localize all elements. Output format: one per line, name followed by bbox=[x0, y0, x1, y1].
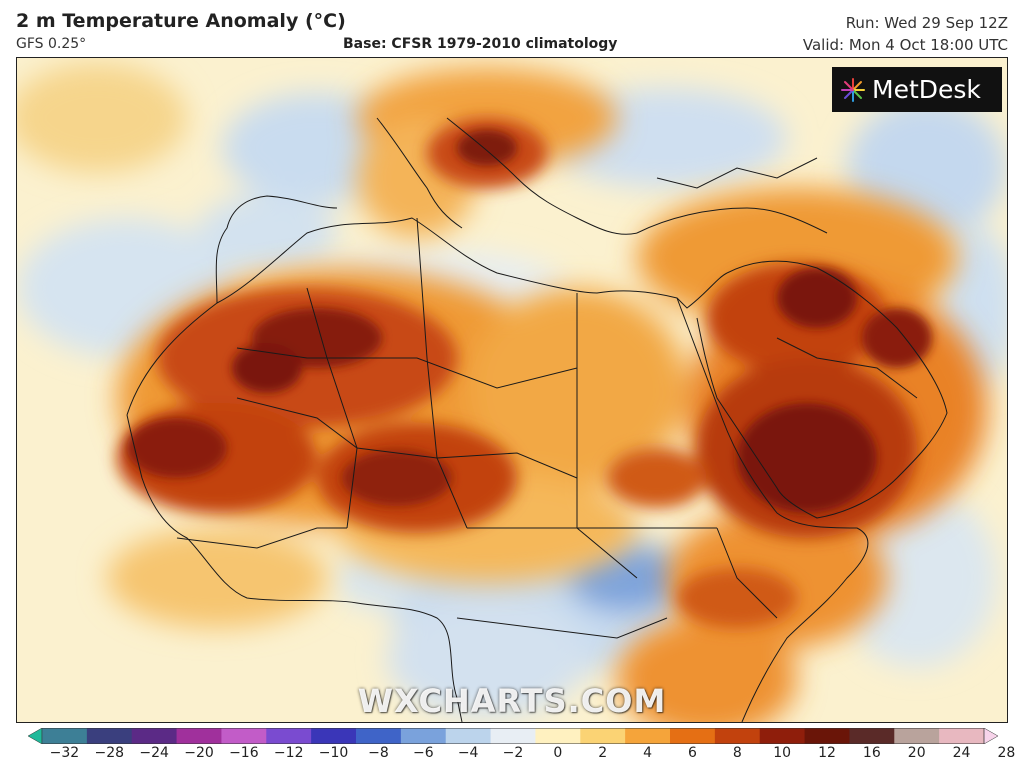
colorbar-tick-label: −8 bbox=[368, 745, 389, 761]
colorbar-tick-label: 28 bbox=[997, 745, 1016, 761]
climatology-base-label: Base: CFSR 1979-2010 climatology bbox=[343, 36, 618, 52]
model-label: GFS 0.25° bbox=[16, 36, 87, 52]
run-time-label: Run: Wed 29 Sep 12Z bbox=[845, 14, 1008, 32]
colorbar-left-arrow bbox=[28, 728, 43, 744]
colorbar bbox=[28, 728, 998, 744]
valid-time-label: Valid: Mon 4 Oct 18:00 UTC bbox=[802, 36, 1008, 54]
extreme-anomaly-areas bbox=[127, 130, 932, 513]
colorbar-tick-label: −32 bbox=[49, 745, 80, 761]
colorbar-segment bbox=[221, 728, 267, 744]
colorbar-tick-label: −10 bbox=[318, 745, 349, 761]
colorbar-tick-label: 16 bbox=[862, 745, 881, 761]
colorbar-frame bbox=[41, 728, 985, 744]
colorbar-segment bbox=[849, 728, 895, 744]
colorbar-tick-label: −2 bbox=[502, 745, 524, 761]
colorbar-segment bbox=[804, 728, 851, 744]
colorbar-segment bbox=[670, 728, 716, 744]
colorbar-segment bbox=[86, 728, 133, 744]
colorbar-tick-label: 12 bbox=[818, 745, 836, 761]
colorbar-tick-label: −24 bbox=[139, 745, 169, 761]
colorbar-tick-label: 0 bbox=[553, 745, 563, 761]
colorbar-tick-label: 10 bbox=[773, 745, 792, 761]
coastlines-borders bbox=[126, 117, 948, 722]
colorbar-segment bbox=[894, 728, 940, 744]
colorbar-tick-label: 24 bbox=[952, 745, 971, 761]
colorbar-segment bbox=[311, 728, 357, 744]
colorbar-segment bbox=[939, 728, 985, 744]
colorbar-segment bbox=[131, 728, 178, 744]
map-canvas bbox=[17, 58, 1007, 722]
chart-title: 2 m Temperature Anomaly (°C) bbox=[16, 10, 346, 32]
colorbar-tick-label: 4 bbox=[643, 745, 653, 761]
metdesk-logo: MetDesk bbox=[832, 67, 1002, 112]
wxcharts-watermark: WXCHARTS.COM bbox=[357, 682, 667, 720]
colorbar-segment bbox=[759, 728, 806, 744]
colorbar-segment bbox=[356, 728, 402, 744]
colorbar-segment bbox=[445, 728, 492, 744]
colorbar-tick-label: −28 bbox=[94, 745, 125, 761]
colorbar-segment bbox=[714, 728, 761, 744]
colorbar-tick-label: 8 bbox=[732, 745, 742, 761]
colorbar-segment bbox=[580, 728, 626, 744]
metdesk-burst-icon bbox=[841, 77, 865, 102]
colorbar-tick-label: 20 bbox=[907, 745, 926, 761]
colorbar-segment bbox=[42, 728, 88, 744]
metdesk-logo-text: MetDesk bbox=[872, 75, 981, 104]
colorbar-segment bbox=[490, 728, 537, 744]
colorbar-segment bbox=[266, 728, 312, 744]
colorbar-tick-labels: −32 −28 −24 −20 −16 −12 −10 −8 −6 −4 −2 0 2 4 6 8 10 12 16… bbox=[28, 745, 1016, 771]
colorbar-tick-label: −4 bbox=[457, 745, 479, 761]
colorbar-tick-label: 2 bbox=[598, 745, 608, 761]
colorbar-segment bbox=[625, 728, 671, 744]
colorbar-tick-label: −20 bbox=[184, 745, 214, 761]
colorbar-segment bbox=[535, 728, 581, 744]
colorbar-right-arrow bbox=[983, 728, 998, 744]
colorbar-segment bbox=[176, 728, 223, 744]
colorbar-segment bbox=[400, 728, 447, 744]
anomaly-map bbox=[16, 57, 1008, 723]
colorbar-tick-label: −16 bbox=[229, 745, 259, 761]
colorbar-tick-label: −12 bbox=[273, 745, 304, 761]
colorbar-tick-label: 6 bbox=[687, 745, 697, 761]
colorbar-tick-label: −6 bbox=[412, 745, 434, 761]
